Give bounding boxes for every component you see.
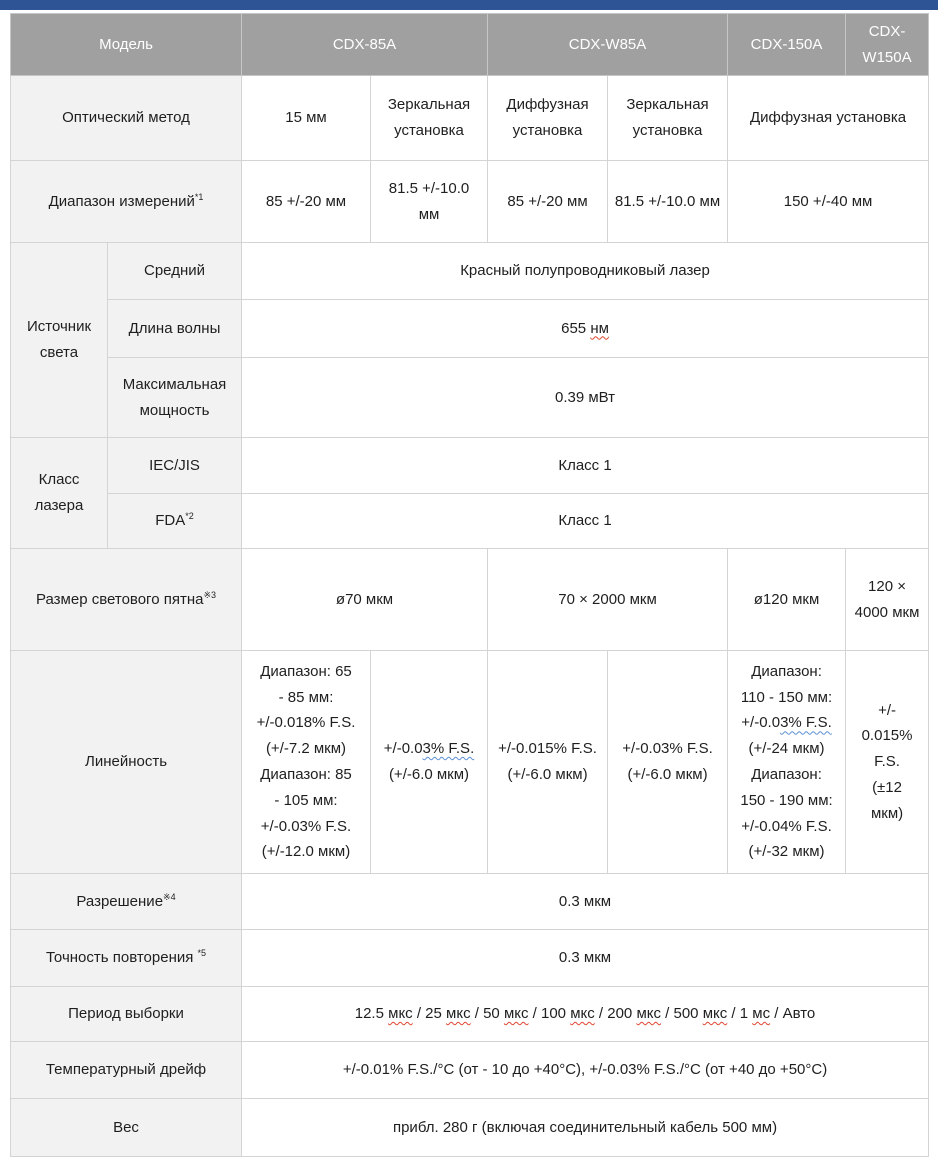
- linearity-v5: Диапазон: 110 - 150 мм: +/-0.03% F.S. (+/-2…: [727, 650, 847, 874]
- header-cdx-150a: CDX-150A: [727, 13, 847, 76]
- sampling-period-label: Период выборки: [10, 986, 242, 1042]
- repeatability-footnote-mark: *5: [197, 948, 207, 959]
- spot-size-label: Размер светового пятна※3: [10, 548, 242, 651]
- sampling-period-value: 12.5 мкс / 25 мкс / 50 мкс / 100 мкс / 2…: [240, 986, 930, 1042]
- range-v4: 81.5 +/-10.0 мм: [607, 160, 729, 243]
- optical-method-row: Оптический метод 15 мм Зеркальная устано…: [10, 75, 930, 161]
- wavelength-value: 655 нм: [240, 299, 930, 358]
- resolution-label: Разрешение※4: [10, 873, 242, 930]
- header-model: Модель: [10, 13, 242, 76]
- optical-method-label: Оптический метод: [10, 75, 242, 161]
- sampling-period-row: Период выборки 12.5 мкс / 25 мкс / 50 мк…: [10, 986, 930, 1042]
- measuring-range-row: Диапазон измерений*1 85 +/-20 мм 81.5 +/…: [10, 160, 930, 243]
- spot-v5: ø120 мкм: [727, 548, 847, 651]
- resolution-value: 0.3 мкм: [240, 873, 930, 930]
- resolution-footnote-mark: ※4: [163, 891, 176, 902]
- optical-v3: Диффузная установка: [487, 75, 609, 161]
- linearity-v2: +/-0.03% F.S. (+/-6.0 мкм): [369, 650, 489, 874]
- light-source-avg-value: Красный полупроводниковый лазер: [240, 242, 930, 300]
- fda-footnote-mark: *2: [185, 511, 194, 522]
- light-source-avg-label: Средний: [107, 242, 242, 300]
- weight-value: прибл. 280 г (включая соединительный каб…: [240, 1098, 930, 1157]
- temperature-drift-label: Температурный дрейф: [10, 1041, 242, 1099]
- range-v2: 81.5 +/-10.0 мм: [369, 160, 489, 243]
- range-label: Диапазон измерений*1: [10, 160, 242, 243]
- max-power-row: Максимальная мощность 0.39 мВт: [11, 357, 930, 438]
- iec-jis-value: Класс 1: [240, 437, 930, 494]
- header-row: Модель CDX-85A CDX-W85A CDX-150A CDX-W15…: [10, 13, 930, 76]
- wavelength-row: Длина волны 655 нм: [11, 299, 930, 358]
- spot-size-row: Размер светового пятна※3 ø70 мкм 70 × 20…: [10, 548, 930, 651]
- spot-v12: ø70 мкм: [240, 548, 489, 651]
- repeatability-row: Точность повторения *5 0.3 мкм: [10, 929, 930, 987]
- temperature-drift-row: Температурный дрейф +/-0.01% F.S./°C (от…: [10, 1041, 930, 1099]
- optical-v2: Зеркальная установка: [369, 75, 489, 161]
- header-cdx-85a: CDX-85A: [240, 13, 489, 76]
- range-v1: 85 +/-20 мм: [241, 160, 371, 243]
- spec-table: Модель CDX-85A CDX-W85A CDX-150A CDX-W15…: [10, 13, 930, 1157]
- range-footnote-mark: *1: [194, 191, 204, 202]
- laser-class-iec-row: Класс лазера IEC/JIS Класс 1: [10, 437, 930, 549]
- max-power-label: Максимальная мощность: [107, 357, 242, 438]
- range-v3: 85 +/-20 мм: [487, 160, 609, 243]
- linearity-v4: +/-0.03% F.S. (+/-6.0 мкм): [607, 650, 729, 874]
- weight-label: Вес: [10, 1098, 242, 1157]
- linearity-label: Линейность: [10, 650, 242, 874]
- max-power-value: 0.39 мВт: [240, 357, 930, 438]
- light-source-group-label: Источник света: [10, 242, 108, 438]
- linearity-v1: Диапазон: 65- 85 мм: +/-0.018% F.S. (+/-7.…: [241, 650, 371, 874]
- fda-label: FDA*2: [107, 493, 242, 549]
- spot-v6: 120 × 4000 мкм: [845, 548, 930, 651]
- fda-value: Класс 1: [240, 493, 930, 549]
- light-source-avg-row: Источник света Средний Красный полупрово…: [10, 242, 930, 438]
- laser-class-fda-row: FDA*2 Класс 1: [11, 493, 930, 549]
- repeatability-value: 0.3 мкм: [240, 929, 930, 987]
- spot-v34: 70 × 2000 мкм: [487, 548, 729, 651]
- wavelength-label: Длина волны: [107, 299, 242, 358]
- repeatability-label: Точность повторения *5: [10, 929, 242, 987]
- spot-footnote-mark: ※3: [203, 589, 216, 600]
- document-accent-bar: [0, 0, 938, 10]
- range-v56: 150 +/-40 мм: [727, 160, 930, 243]
- header-cdx-w150a: CDX-W150A: [845, 13, 930, 76]
- laser-class-group-label: Класс лазера: [10, 437, 108, 549]
- iec-jis-label: IEC/JIS: [107, 437, 242, 494]
- weight-row: Вес прибл. 280 г (включая соединительный…: [10, 1098, 930, 1157]
- resolution-row: Разрешение※4 0.3 мкм: [10, 873, 930, 930]
- optical-v56: Диффузная установка: [727, 75, 930, 161]
- optical-v4: Зеркальная установка: [607, 75, 729, 161]
- header-cdx-w85a: CDX-W85A: [487, 13, 729, 76]
- linearity-row: Линейность Диапазон: 65- 85 мм: +/-0.018%…: [10, 650, 930, 874]
- temperature-drift-value: +/-0.01% F.S./°C (от - 10 до +40°C), +/-…: [240, 1041, 930, 1099]
- linearity-v6: +/- 0.015% F.S. (±12 мкм): [845, 650, 930, 874]
- optical-v1: 15 мм: [241, 75, 371, 161]
- linearity-v3: +/-0.015% F.S. (+/-6.0 мкм): [487, 650, 609, 874]
